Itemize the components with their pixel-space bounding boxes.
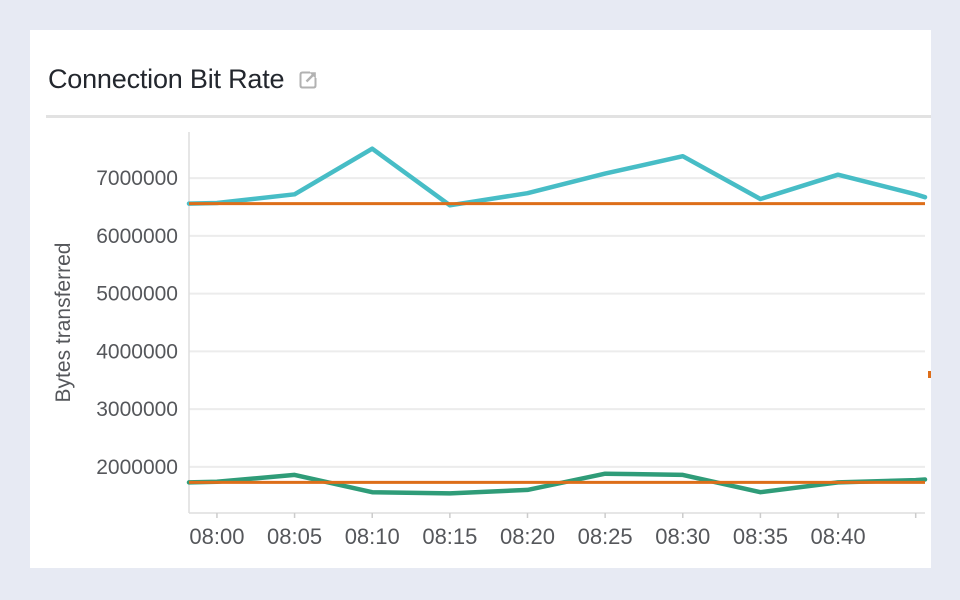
header-divider <box>46 115 931 118</box>
x-tick-label: 08:10 <box>345 524 400 549</box>
panel-title: Connection Bit Rate <box>48 64 285 94</box>
external-link-icon[interactable] <box>296 68 320 92</box>
chart-plot-area[interactable] <box>189 132 925 513</box>
x-tick-label: 08:15 <box>422 524 477 549</box>
x-tick-label: 08:25 <box>578 524 633 549</box>
x-tick-label: 08:00 <box>189 524 244 549</box>
series-line-series-1 <box>186 146 928 208</box>
y-tick-label: 3000000 <box>96 398 178 421</box>
y-tick-label: 2000000 <box>96 456 178 479</box>
clipped-orange-marker <box>928 371 931 378</box>
y-tick-label: 7000000 <box>96 167 178 190</box>
x-tick-label: 08:35 <box>733 524 788 549</box>
x-tick-label: 08:05 <box>267 524 322 549</box>
chart-panel: Connection Bit Rate 2000000 3000000 400000… <box>30 30 931 568</box>
y-tick-label: 5000000 <box>96 283 178 306</box>
x-tick-label: 08:30 <box>655 524 710 549</box>
x-tick-label: 08:40 <box>811 524 866 549</box>
y-tick-label: 6000000 <box>96 225 178 248</box>
x-tick-label: 08:20 <box>500 524 555 549</box>
panel-header: Connection Bit Rate <box>48 64 320 95</box>
y-tick-label: 4000000 <box>96 340 178 363</box>
bit-rate-chart: 2000000 3000000 4000000 5000000 6000000 70000… <box>52 132 928 549</box>
y-axis-title: Bytes transferred <box>52 243 75 403</box>
